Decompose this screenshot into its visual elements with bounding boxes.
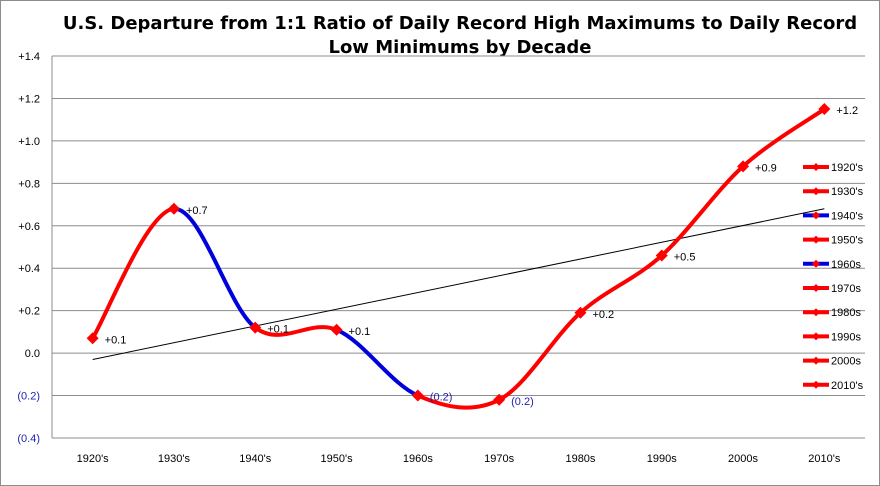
series-segment	[578, 253, 664, 315]
data-labels: +0.1 +0.7 +0.1 +0.1 (0.2) (0.2) +0.2 +0.5 +0.9 +1…	[105, 105, 858, 408]
legend-label: 2010's	[831, 380, 864, 392]
x-tick-label: 1940's	[239, 453, 272, 465]
chart-title-line-2: Low Minimums by Decade	[328, 37, 592, 58]
legend-swatch-marker	[812, 332, 820, 341]
legend-item: 1960s	[803, 259, 861, 271]
data-point-marker	[411, 389, 424, 402]
legend-label: 1940's	[831, 210, 864, 222]
legend-label: 1930's	[831, 186, 864, 198]
data-label: +0.7	[186, 205, 208, 217]
data-point-marker	[167, 202, 180, 215]
y-tick-label: +0.2	[18, 306, 40, 318]
legend-item: 1980s	[803, 307, 861, 319]
x-tick-label: 1960s	[403, 453, 433, 465]
data-label: +0.1	[105, 334, 127, 346]
x-tick-label: 2010's	[808, 453, 841, 465]
data-label: +0.1	[267, 324, 289, 336]
y-tick-label: (0.4)	[17, 433, 40, 445]
trendline-path	[92, 208, 825, 360]
trendline	[92, 208, 825, 360]
legend-label: 1950's	[831, 235, 864, 247]
x-tick-label: 1920's	[77, 453, 110, 465]
data-label: +1.2	[836, 105, 858, 117]
data-label: (0.2)	[430, 392, 453, 404]
y-tick-label: +0.6	[18, 221, 40, 233]
legend-label: 1970s	[831, 283, 861, 295]
y-tick-label: +1.4	[18, 51, 40, 63]
data-point-marker	[574, 306, 587, 319]
series-segment	[90, 206, 176, 341]
x-tick-label: 1930's	[158, 453, 191, 465]
data-point-marker	[655, 249, 668, 262]
data-label: +0.1	[349, 326, 371, 338]
series-segment	[334, 327, 420, 398]
series-segment	[497, 310, 583, 402]
y-tick-label: +1.2	[18, 93, 40, 105]
data-label: (0.2)	[511, 396, 534, 408]
legend-swatch-marker	[812, 284, 820, 292]
legend-item: 1990s	[803, 331, 861, 343]
legend-item: 2010's	[803, 380, 864, 392]
legend-label: 1990s	[831, 331, 861, 343]
legend-swatch-marker	[812, 308, 820, 317]
y-tick-label: +0.4	[18, 263, 40, 275]
data-label: +0.9	[755, 162, 777, 174]
data-point-marker	[86, 332, 99, 345]
legend-swatch-marker	[812, 211, 820, 220]
y-tick-label: (0.2)	[17, 391, 40, 403]
legend-swatch-marker	[812, 259, 820, 268]
legend-item: 1940's	[803, 210, 864, 222]
x-tick-label: 1980s	[565, 453, 595, 465]
data-point-marker	[818, 103, 831, 116]
legend-label: 1920's	[831, 162, 864, 174]
legend-swatch-marker	[812, 356, 820, 365]
series-segment	[415, 393, 502, 410]
series-segment	[741, 107, 827, 169]
legend-item: 1920's	[803, 162, 864, 174]
series-segment	[659, 164, 746, 258]
data-point-marker	[330, 323, 343, 336]
data-markers	[86, 103, 831, 406]
legend-item: 2000s	[803, 356, 861, 368]
chart-title-line-1: U.S. Departure from 1:1 Ratio of Daily R…	[62, 13, 858, 34]
legend-swatch-marker	[812, 187, 820, 196]
y-tick-label: 0.0	[25, 348, 40, 360]
legend-label: 1960s	[831, 259, 861, 271]
series-segment	[171, 206, 258, 330]
gridlines	[52, 55, 865, 439]
legend-swatch-marker	[812, 380, 820, 389]
legend-swatch-marker	[812, 163, 820, 171]
x-tick-label: 1970s	[484, 453, 514, 465]
legend: 1920's 1930's 1940's 1950's 1960s 1970s 1980s 1…	[803, 162, 864, 392]
legend-label: 2000s	[831, 356, 861, 368]
series-line	[90, 107, 827, 410]
legend-item: 1970s	[803, 283, 861, 295]
x-axis: 1920's 1930's 1940's 1950's 1960s 1970s 1980s 1…	[77, 453, 841, 465]
chart-title: U.S. Departure from 1:1 Ratio of Daily R…	[60, 12, 860, 60]
y-tick-label: +1.0	[18, 136, 40, 148]
data-label: +0.2	[592, 309, 614, 321]
data-label: +0.5	[674, 251, 696, 263]
y-axis: +1.4 +1.2 +1.0 +0.8 +0.6 +0.4 +0.2 0.0 (0.2) (0.4…	[17, 51, 53, 445]
y-tick-label: +0.8	[18, 178, 40, 190]
x-tick-label: 2000s	[728, 453, 758, 465]
legend-item: 1930's	[803, 186, 864, 198]
x-tick-label: 1950's	[321, 453, 354, 465]
legend-swatch-marker	[812, 235, 820, 244]
data-point-marker	[737, 160, 750, 173]
legend-item: 1950's	[803, 235, 864, 247]
data-point-marker	[249, 321, 262, 334]
legend-label: 1980s	[831, 307, 861, 319]
x-tick-label: 1990s	[647, 453, 677, 465]
series-segment	[253, 325, 339, 337]
data-point-marker	[493, 393, 506, 406]
